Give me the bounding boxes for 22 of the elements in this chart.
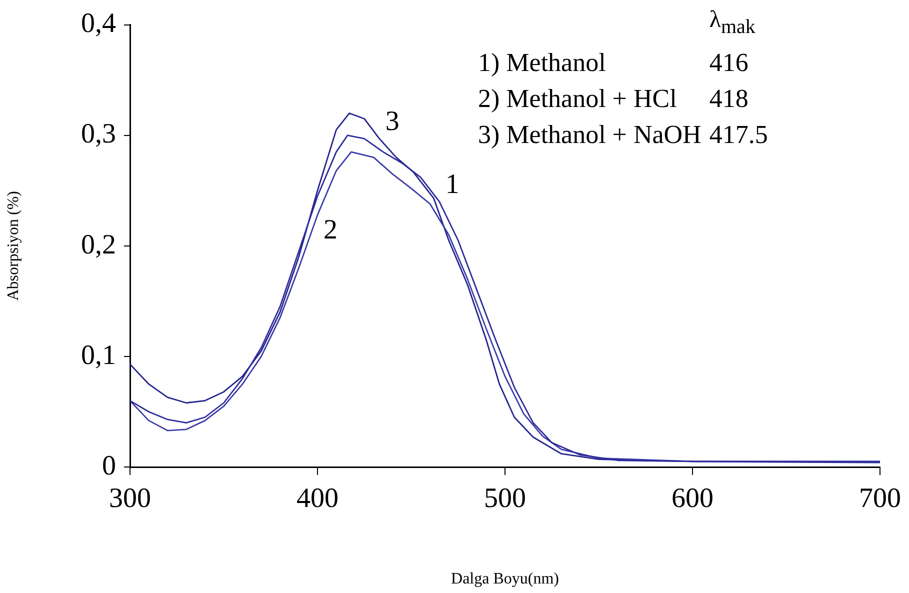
x-tick-label: 300 xyxy=(109,483,151,514)
x-tick-label: 500 xyxy=(484,483,526,514)
annotation: 2) Methanol + HCl xyxy=(478,82,678,115)
x-tick-label: 700 xyxy=(859,483,901,514)
annotation: 417.5 xyxy=(709,118,768,151)
annotation: 416 xyxy=(709,46,750,79)
y-tick-label: 0 xyxy=(102,450,116,482)
annotation: 3) Methanol + NaOH xyxy=(478,118,702,151)
annotation: 3 xyxy=(385,106,400,138)
x-axis-title: Dalga Boyu(nm) xyxy=(451,570,559,588)
y-tick-label: 0,3 xyxy=(81,118,116,150)
y-tick-label: 0,1 xyxy=(81,340,116,371)
y-axis-title: Absorpsiyon (%) xyxy=(4,191,22,301)
annotation: 1) Methanol xyxy=(478,46,607,79)
x-tick-label: 400 xyxy=(296,483,338,514)
y-tick-label: 0,2 xyxy=(81,229,116,260)
annotation: 1 xyxy=(445,169,460,200)
annotation: 418 xyxy=(709,82,750,115)
annotation: 2 xyxy=(324,214,338,246)
x-tick-label: 600 xyxy=(672,483,714,514)
y-tick-label: 0,4 xyxy=(81,8,116,40)
annotation: λ$_{mak}$ xyxy=(709,6,756,40)
